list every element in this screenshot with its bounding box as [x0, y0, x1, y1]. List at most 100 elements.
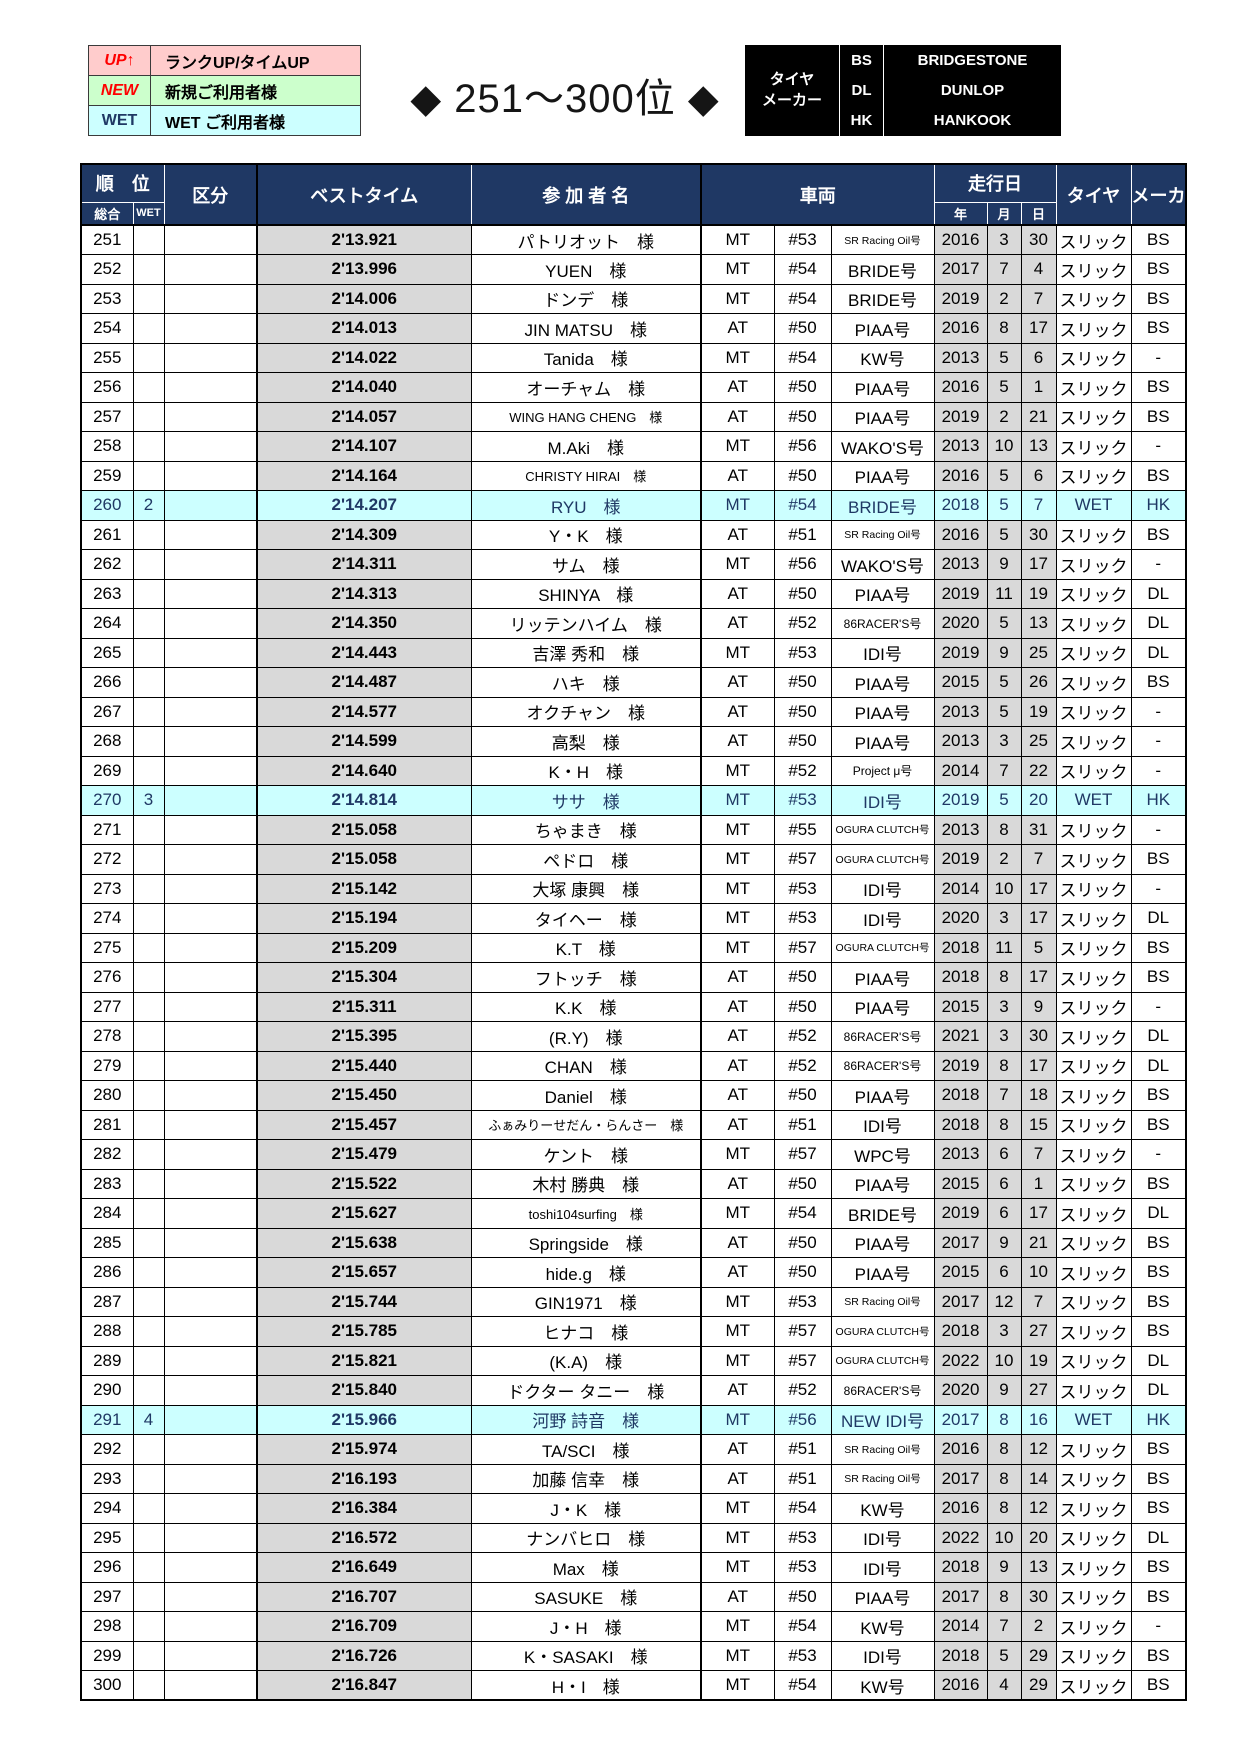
day-cell: 30 — [1020, 224, 1057, 255]
header-vehicle: 車両 — [700, 163, 935, 226]
table-row: 274 2'15.194 タイヘー 様 MT #53 IDI号 2020 3 1… — [80, 903, 1187, 934]
category-cell — [163, 1611, 258, 1642]
day-cell: 30 — [1020, 1581, 1057, 1612]
car-name-cell: BRIDE号 — [830, 490, 935, 521]
day-cell: 17 — [1020, 903, 1057, 934]
category-cell — [163, 991, 258, 1022]
legend-key: NEW — [88, 75, 151, 106]
maker-cell: DL — [1130, 1375, 1187, 1406]
table-row: 252 2'13.996 YUEN 様 MT #54 BRIDE号 2017 7… — [80, 254, 1187, 285]
car-name-cell: OGURA CLUTCH号 — [830, 932, 935, 963]
year-cell: 2021 — [933, 1021, 988, 1052]
tire-cell: スリック — [1055, 667, 1132, 698]
table-row: 256 2'14.040 オーチャム 様 AT #50 PIAA号 2016 5… — [80, 372, 1187, 403]
transmission-cell: MT — [700, 1552, 775, 1583]
best-time-cell: 2'16.649 — [256, 1552, 472, 1583]
transmission-cell: MT — [700, 1670, 775, 1701]
participant-cell: ふぁみりーせだん・らんさー 様 — [470, 1109, 702, 1140]
rank-cell: 283 — [80, 1168, 134, 1199]
header-rank-wet: WET — [132, 201, 165, 226]
month-cell: 6 — [986, 1257, 1022, 1288]
tire-cell: スリック — [1055, 1493, 1132, 1524]
rank-cell: 282 — [80, 1139, 134, 1170]
tire-cell: スリック — [1055, 873, 1132, 904]
transmission-cell: AT — [700, 1375, 775, 1406]
table-header: 順 位 区分 ベストタイム 参 加 者 名 車両 走行日 タイヤ メーカー 総合… — [80, 163, 1187, 226]
wet-rank-cell — [132, 1257, 165, 1288]
header-category: 区分 — [163, 163, 258, 226]
table-row: 262 2'14.311 サム 様 MT #56 WAKO'S号 2013 9 … — [80, 549, 1187, 580]
best-time-cell: 2'14.814 — [256, 785, 472, 816]
best-time-cell: 2'15.142 — [256, 873, 472, 904]
maker-cell: BS — [1130, 1552, 1187, 1583]
day-cell: 17 — [1020, 962, 1057, 993]
maker-cell: BS — [1130, 1227, 1187, 1258]
wet-rank-cell: 2 — [132, 490, 165, 521]
day-cell: 29 — [1020, 1640, 1057, 1671]
car-number-cell: #53 — [773, 785, 832, 816]
month-cell: 3 — [986, 903, 1022, 934]
best-time-cell: 2'14.487 — [256, 667, 472, 698]
transmission-cell: MT — [700, 1316, 775, 1347]
category-cell — [163, 1109, 258, 1140]
car-number-cell: #55 — [773, 814, 832, 845]
rank-cell: 289 — [80, 1345, 134, 1376]
year-cell: 2017 — [933, 1581, 988, 1612]
best-time-cell: 2'14.313 — [256, 578, 472, 609]
year-cell: 2015 — [933, 1168, 988, 1199]
month-cell: 8 — [986, 962, 1022, 993]
best-time-cell: 2'14.013 — [256, 313, 472, 344]
maker-cell: DL — [1130, 1522, 1187, 1553]
tire-cell: スリック — [1055, 342, 1132, 373]
car-number-cell: #53 — [773, 1286, 832, 1317]
year-cell: 2014 — [933, 755, 988, 786]
wet-rank-cell — [132, 844, 165, 875]
maker-cell: - — [1130, 1611, 1187, 1642]
tire-cell: スリック — [1055, 1227, 1132, 1258]
year-cell: 2018 — [933, 932, 988, 963]
tire-cell: スリック — [1055, 932, 1132, 963]
table-row: 254 2'14.013 JIN MATSU 様 AT #50 PIAA号 20… — [80, 313, 1187, 344]
day-cell: 25 — [1020, 726, 1057, 757]
car-number-cell: #53 — [773, 903, 832, 934]
rank-cell: 273 — [80, 873, 134, 904]
best-time-cell: 2'14.443 — [256, 637, 472, 668]
transmission-cell: MT — [700, 283, 775, 314]
maker-cell: BS — [1130, 962, 1187, 993]
table-row: 297 2'16.707 SASUKE 様 AT #50 PIAA号 2017 … — [80, 1581, 1187, 1612]
transmission-cell: AT — [700, 1168, 775, 1199]
rank-cell: 296 — [80, 1552, 134, 1583]
month-cell: 5 — [986, 785, 1022, 816]
car-name-cell: IDI号 — [830, 1640, 935, 1671]
rank-cell: 253 — [80, 283, 134, 314]
tire-cell: スリック — [1055, 254, 1132, 285]
car-name-cell: PIAA号 — [830, 991, 935, 1022]
participant-cell: 高梨 様 — [470, 726, 702, 757]
maker-cell: BS — [1130, 1286, 1187, 1317]
participant-cell: サム 様 — [470, 549, 702, 580]
table-row: 268 2'14.599 高梨 様 AT #50 PIAA号 2013 3 25… — [80, 726, 1187, 757]
table-row: 264 2'14.350 リッテンハイム 様 AT #52 86RACER'S号… — [80, 608, 1187, 639]
rank-cell: 258 — [80, 431, 134, 462]
day-cell: 1 — [1020, 372, 1057, 403]
day-cell: 21 — [1020, 1227, 1057, 1258]
tire-maker-header-line2: メーカー — [761, 91, 822, 109]
tire-cell: スリック — [1055, 962, 1132, 993]
rank-cell: 280 — [80, 1080, 134, 1111]
table-row: 300 2'16.847 H・I 様 MT #54 KW号 2016 4 29 … — [80, 1670, 1187, 1701]
rank-cell: 269 — [80, 755, 134, 786]
day-cell: 12 — [1020, 1493, 1057, 1524]
day-cell: 19 — [1020, 696, 1057, 727]
day-cell: 7 — [1020, 1139, 1057, 1170]
year-cell: 2013 — [933, 549, 988, 580]
year-cell: 2018 — [933, 1080, 988, 1111]
maker-cell: HK — [1130, 490, 1187, 521]
month-cell: 2 — [986, 283, 1022, 314]
participant-cell: オーチャム 様 — [470, 372, 702, 403]
month-cell: 7 — [986, 755, 1022, 786]
year-cell: 2019 — [933, 1050, 988, 1081]
transmission-cell: AT — [700, 1227, 775, 1258]
wet-rank-cell — [132, 1139, 165, 1170]
year-cell: 2015 — [933, 667, 988, 698]
car-number-cell: #51 — [773, 1463, 832, 1494]
